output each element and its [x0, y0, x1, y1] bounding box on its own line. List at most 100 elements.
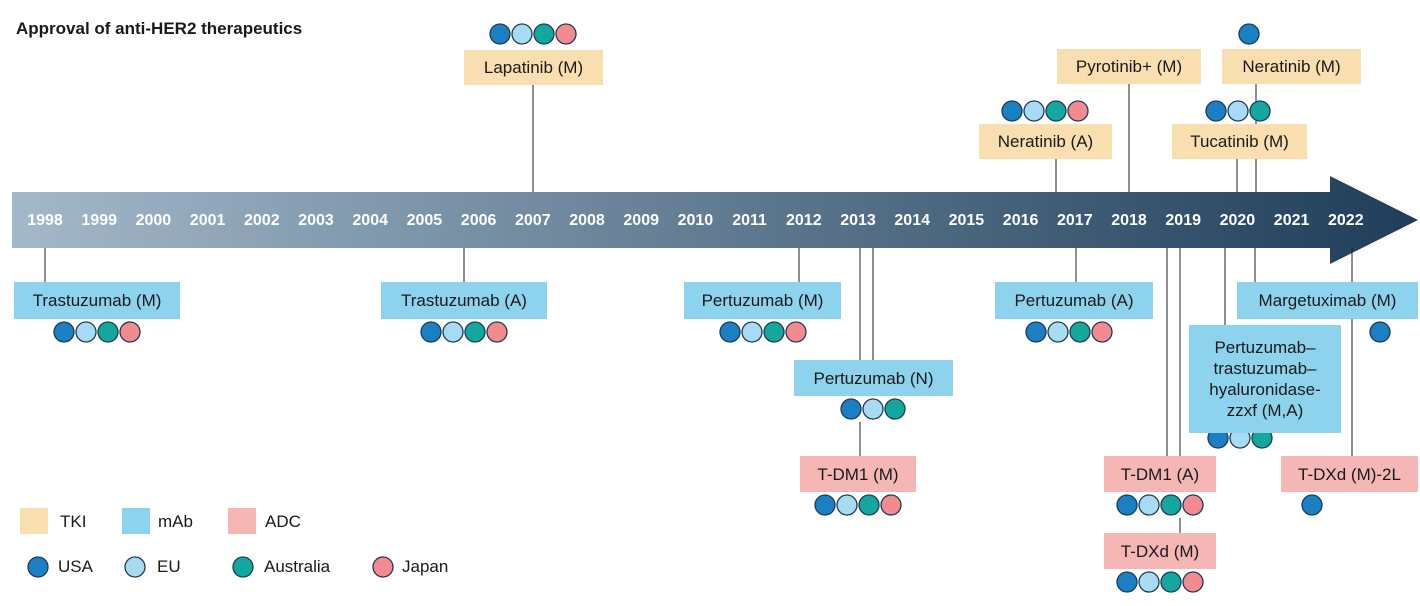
region-dot [97, 321, 119, 343]
region-dot [372, 556, 394, 578]
event-label: T-DXd (M) [1104, 533, 1216, 569]
region-dot [1227, 100, 1249, 122]
legend-label: TKI [60, 512, 87, 531]
region-dot [420, 321, 442, 343]
region-dot [442, 321, 464, 343]
region-dot [1160, 494, 1182, 516]
year-label: 2004 [352, 212, 388, 229]
region-dot [1116, 571, 1138, 593]
event-label: Trastuzumab (M) [14, 282, 180, 319]
event-label: Pyrotinib+ (M) [1057, 49, 1201, 84]
region-dot [814, 494, 836, 516]
region-dot [53, 321, 75, 343]
legend-label: ADC [265, 512, 301, 531]
event-label: Trastuzumab (A) [381, 282, 547, 319]
year-label: 2005 [407, 212, 443, 229]
event-label: Tucatinib (M) [1172, 124, 1307, 159]
legend-label: Australia [264, 557, 331, 576]
figure-title: Approval of anti-HER2 therapeutics [16, 19, 303, 38]
year-label: 2015 [949, 212, 985, 229]
region-dot [1249, 100, 1271, 122]
year-label: 2018 [1111, 212, 1147, 229]
legend-label: EU [157, 557, 181, 576]
event-label: Pertuzumab–trastuzumab–hyaluronidase-zzx… [1189, 325, 1341, 433]
region-dot [1067, 100, 1089, 122]
event-label: Margetuximab (M) [1237, 282, 1418, 319]
event-label: Pertuzumab (A) [995, 282, 1153, 319]
year-label: 2020 [1220, 212, 1256, 229]
legend-label: Japan [402, 557, 449, 576]
event-label: T-DXd (M)-2L [1281, 456, 1418, 492]
legend-label: USA [58, 557, 93, 576]
year-label: 2017 [1057, 212, 1093, 229]
region-dot [486, 321, 508, 343]
region-dot [1238, 23, 1260, 45]
event-label: Pertuzumab (N) [794, 360, 953, 396]
year-label: 2012 [786, 212, 822, 229]
region-dot [836, 494, 858, 516]
region-dot [1047, 321, 1069, 343]
year-label: 2019 [1165, 212, 1201, 229]
region-dot [1205, 100, 1227, 122]
year-label: 2006 [461, 212, 497, 229]
year-label: 2021 [1274, 212, 1310, 229]
legend-swatch [122, 508, 150, 534]
region-dot [880, 494, 902, 516]
legend-label: mAb [158, 512, 193, 531]
region-dot [119, 321, 141, 343]
region-dot [1023, 100, 1045, 122]
event-label: T-DM1 (A) [1104, 456, 1216, 492]
year-label: 2013 [840, 212, 876, 229]
region-dot [75, 321, 97, 343]
region-dot [1045, 100, 1067, 122]
region-dot [1182, 571, 1204, 593]
region-dot [1138, 571, 1160, 593]
region-dot [741, 321, 763, 343]
year-label: 2022 [1328, 212, 1364, 229]
region-dot [232, 556, 254, 578]
region-dot [533, 23, 555, 45]
year-label: 2007 [515, 212, 551, 229]
region-dot [1160, 571, 1182, 593]
year-label: 2003 [298, 212, 334, 229]
region-dot [1025, 321, 1047, 343]
region-dot [1069, 321, 1091, 343]
region-dot [464, 321, 486, 343]
region-dot [785, 321, 807, 343]
year-label: 2002 [244, 212, 280, 229]
region-dot [124, 556, 146, 578]
year-label: 2009 [623, 212, 659, 229]
year-label: 2011 [732, 212, 767, 229]
region-dot [489, 23, 511, 45]
region-dot [1301, 494, 1323, 516]
region-dot [862, 398, 884, 420]
region-dot [1138, 494, 1160, 516]
legend-swatch [228, 508, 256, 534]
region-dot [840, 398, 862, 420]
event-label: Pertuzumab (M) [684, 282, 841, 319]
year-label: 1999 [81, 212, 117, 229]
region-dot [1116, 494, 1138, 516]
region-dot [1091, 321, 1113, 343]
year-label: 2008 [569, 212, 605, 229]
event-label: Neratinib (A) [979, 124, 1112, 159]
event-label: Lapatinib (M) [464, 50, 603, 85]
event-label: T-DM1 (M) [800, 456, 916, 492]
region-dot [858, 494, 880, 516]
legend-swatch [20, 508, 48, 534]
year-label: 2014 [894, 212, 930, 229]
region-dot [719, 321, 741, 343]
region-dot [1001, 100, 1023, 122]
region-dot [555, 23, 577, 45]
year-label: 2016 [1003, 212, 1039, 229]
event-label: Neratinib (M) [1222, 49, 1361, 84]
year-label: 1998 [27, 212, 63, 229]
region-dot [884, 398, 906, 420]
region-dot [763, 321, 785, 343]
region-dot [1369, 321, 1391, 343]
region-dot [27, 556, 49, 578]
timeline-arrow [12, 176, 1418, 264]
region-dot [511, 23, 533, 45]
